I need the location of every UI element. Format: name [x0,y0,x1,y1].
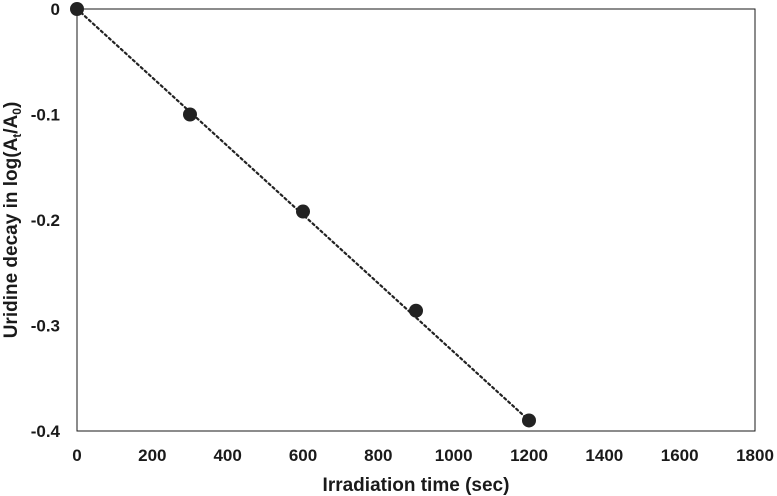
data-point [409,303,423,318]
x-tick-labels: 0 200 400 600 800 1000 1200 1400 1600 1800 [72,446,774,465]
data-point [522,413,536,428]
y-tick-label: -0.3 [31,317,60,336]
y-axis-title-mid: /A [1,114,22,133]
data-point [183,107,197,122]
x-tick-label: 1000 [435,446,473,465]
y-axis-title-sub-t: t [10,134,24,138]
plot-area [76,8,756,432]
y-tick-label: -0.2 [31,211,60,230]
x-tick-label: 1800 [736,446,774,465]
data-point [296,204,310,219]
y-axis-title-end: ) [1,102,22,108]
x-tick-label: 0 [72,446,81,465]
y-tick-label: -0.4 [31,422,61,441]
y-tick-label: -0.1 [31,106,60,125]
y-tick-labels: 0 -0.1 -0.2 -0.3 -0.4 [31,0,61,441]
y-axis-title-sub-0: 0 [10,108,24,115]
y-axis-title: Uridine decay in log(At/A0) [1,102,24,339]
data-point [70,2,84,16]
x-tick-label: 400 [213,446,241,465]
y-axis-title-main: Uridine decay in log(A [1,137,22,338]
x-tick-label: 600 [289,446,317,465]
x-tick-label: 200 [138,446,166,465]
x-tick-label: 800 [364,446,392,465]
x-tick-label: 1200 [510,446,548,465]
y-tick-label: 0 [51,0,60,19]
x-tick-label: 1400 [585,446,623,465]
data-points-layer [70,2,536,428]
x-tick-label: 1600 [661,446,699,465]
x-axis-title: Irradiation time (sec) [323,475,510,496]
